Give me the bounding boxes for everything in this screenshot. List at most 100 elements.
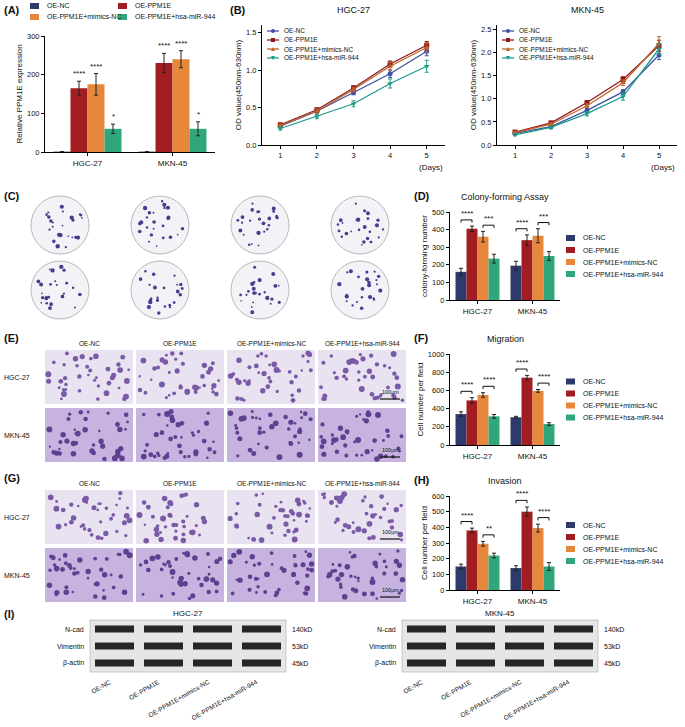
svg-text:0: 0 [440,296,444,305]
svg-text:2.0: 2.0 [481,48,491,57]
svg-text:OE-PPM1E: OE-PPM1E [583,247,620,254]
svg-text:MKN-45: MKN-45 [158,159,188,168]
svg-text:140kD: 140kD [292,626,312,633]
svg-text:140kD: 140kD [604,626,624,633]
svg-text:OE-PPM1E+hsa-miR-944: OE-PPM1E+hsa-miR-944 [325,340,400,347]
svg-text:OE-PPM1E: OE-PPM1E [519,36,553,43]
svg-text:OD value(450nm-630nm): OD value(450nm-630nm) [234,40,243,131]
svg-text:OE-PPM1E+mimics-NC: OE-PPM1E+mimics-NC [583,259,657,266]
svg-text:β-actin: β-actin [375,659,396,667]
svg-text:100μm: 100μm [382,447,399,453]
svg-text:N-cad: N-cad [377,626,396,633]
svg-text:****: **** [90,62,102,71]
svg-text:800: 800 [432,368,445,377]
svg-text:***: *** [539,212,548,221]
svg-text:2: 2 [549,151,553,160]
svg-text:OE-PPM1E+hsa-miR-944: OE-PPM1E+hsa-miR-944 [583,271,663,278]
svg-text:100μm: 100μm [382,529,399,535]
svg-text:400: 400 [432,523,445,532]
svg-text:HGC-27: HGC-27 [173,609,203,618]
svg-text:5: 5 [657,151,661,160]
svg-text:Invasion: Invasion [488,476,522,486]
svg-text:OE-NC: OE-NC [583,522,606,529]
svg-text:HGC-27: HGC-27 [73,159,103,168]
svg-text:200: 200 [432,260,445,269]
svg-text:OE-PPM1E: OE-PPM1E [163,480,197,487]
svg-text:1.5: 1.5 [481,71,491,80]
svg-text:OE-PPM1E+hsa-miR-944: OE-PPM1E+hsa-miR-944 [583,414,663,421]
svg-text:OE-NC: OE-NC [47,2,70,9]
svg-text:2: 2 [315,151,319,160]
svg-text:0: 0 [440,441,444,450]
svg-text:0.5: 0.5 [481,118,491,127]
svg-text:600: 600 [432,492,445,501]
svg-text:colony-forming number: colony-forming number [420,215,429,297]
svg-text:****: **** [158,41,170,50]
svg-text:OE-PPM1E+mimics-NC: OE-PPM1E+mimics-NC [237,340,306,347]
svg-text:OE-PPM1E+mimics-NC: OE-PPM1E+mimics-NC [519,46,588,53]
svg-text:****: **** [516,218,528,227]
svg-text:OE-PPM1E+mimics-NC: OE-PPM1E+mimics-NC [284,46,353,53]
svg-text:OE-PPM1E: OE-PPM1E [163,340,197,347]
svg-text:OE-PPM1E+mimics-NC: OE-PPM1E+mimics-NC [147,678,211,719]
svg-text:****: **** [175,39,187,48]
svg-text:0.0: 0.0 [246,141,256,150]
svg-text:200: 200 [432,554,445,563]
svg-text:200: 200 [27,70,40,79]
svg-text:(I): (I) [4,608,15,620]
svg-text:(G): (G) [4,472,20,484]
svg-text:MKN-45: MKN-45 [4,432,30,439]
svg-text:**: ** [486,524,492,533]
svg-text:OE-PPM1E+hsa-miR-944: OE-PPM1E+hsa-miR-944 [583,558,663,565]
svg-text:OE-NC: OE-NC [402,678,424,695]
svg-text:500: 500 [432,208,445,217]
svg-text:300: 300 [432,243,445,252]
svg-text:OE-PPM1E+hsa-miR-944: OE-PPM1E+hsa-miR-944 [519,54,594,61]
svg-text:OE-PPM1E+mimics-NC: OE-PPM1E+mimics-NC [47,13,121,20]
svg-text:****: **** [461,511,473,520]
svg-text:5: 5 [425,151,429,160]
svg-text:HGC-27: HGC-27 [463,452,493,461]
svg-text:1.0: 1.0 [246,66,256,75]
svg-text:OE-NC: OE-NC [519,27,540,34]
svg-text:OE-NC: OE-NC [90,678,112,695]
svg-text:0: 0 [440,586,444,595]
svg-text:OE-PPM1E+hsa-miR-944: OE-PPM1E+hsa-miR-944 [284,54,359,61]
svg-text:(C): (C) [4,190,20,202]
svg-text:3: 3 [351,151,355,160]
svg-text:OE-PPM1E+hsa-miR-944: OE-PPM1E+hsa-miR-944 [190,678,258,722]
svg-text:(F): (F) [414,332,428,344]
svg-text:45kD: 45kD [604,660,620,667]
svg-text:1.0: 1.0 [481,94,491,103]
svg-text:OE-NC: OE-NC [79,480,100,487]
svg-text:1.5: 1.5 [246,28,256,37]
svg-text:****: **** [483,375,495,384]
svg-text:100μm: 100μm [382,587,399,593]
svg-text:MKN-45: MKN-45 [485,609,515,618]
svg-text:4: 4 [621,151,625,160]
svg-text:0: 0 [35,148,39,157]
svg-text:OE-NC: OE-NC [79,340,100,347]
svg-text:400: 400 [432,225,445,234]
svg-text:OE-NC: OE-NC [284,27,305,34]
svg-text:OE-PPM1E+hsa-miR-944: OE-PPM1E+hsa-miR-944 [502,678,570,722]
svg-text:OE-NC: OE-NC [583,234,606,241]
svg-text:β-actin: β-actin [63,659,84,667]
svg-text:0.5: 0.5 [246,103,256,112]
svg-text:OE-PPM1E+mimics-NC: OE-PPM1E+mimics-NC [583,546,657,553]
svg-text:OE-PPM1E+mimics-NC: OE-PPM1E+mimics-NC [237,480,306,487]
svg-text:OE-NC: OE-NC [583,378,606,385]
svg-text:Vimentin: Vimentin [57,643,84,650]
svg-text:MKN-45: MKN-45 [518,597,548,606]
svg-text:OE-PPM1E+hsa-miR-944: OE-PPM1E+hsa-miR-944 [325,480,400,487]
svg-text:(Days): (Days) [651,163,675,172]
svg-text:****: **** [461,380,473,389]
svg-text:*: * [112,112,115,121]
svg-text:2.5: 2.5 [481,25,491,34]
svg-text:N-cad: N-cad [65,626,84,633]
svg-text:300: 300 [27,32,40,41]
svg-text:OE-PPM1E+mimics-NC: OE-PPM1E+mimics-NC [459,678,523,719]
svg-text:****: **** [538,507,550,516]
svg-text:OE-PPM1E: OE-PPM1E [135,2,172,9]
svg-text:Vimentin: Vimentin [369,643,396,650]
